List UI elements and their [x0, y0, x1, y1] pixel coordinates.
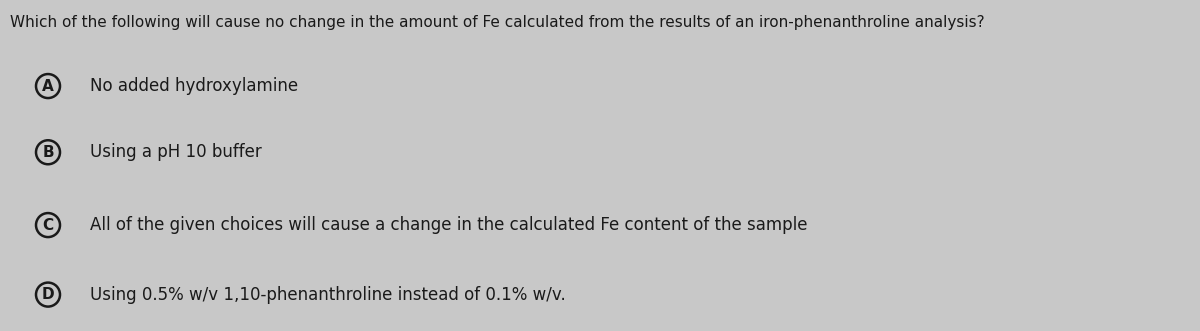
- Text: B: B: [42, 145, 54, 160]
- Text: No added hydroxylamine: No added hydroxylamine: [90, 77, 298, 95]
- Text: A: A: [42, 78, 54, 94]
- Text: All of the given choices will cause a change in the calculated Fe content of the: All of the given choices will cause a ch…: [90, 216, 808, 234]
- Text: C: C: [42, 217, 54, 233]
- Text: Using a pH 10 buffer: Using a pH 10 buffer: [90, 143, 262, 161]
- Text: Which of the following will cause no change in the amount of Fe calculated from : Which of the following will cause no cha…: [10, 15, 984, 30]
- Text: D: D: [42, 287, 54, 302]
- Text: Using 0.5% w/v 1,10-phenanthroline instead of 0.1% w/v.: Using 0.5% w/v 1,10-phenanthroline inste…: [90, 286, 565, 304]
